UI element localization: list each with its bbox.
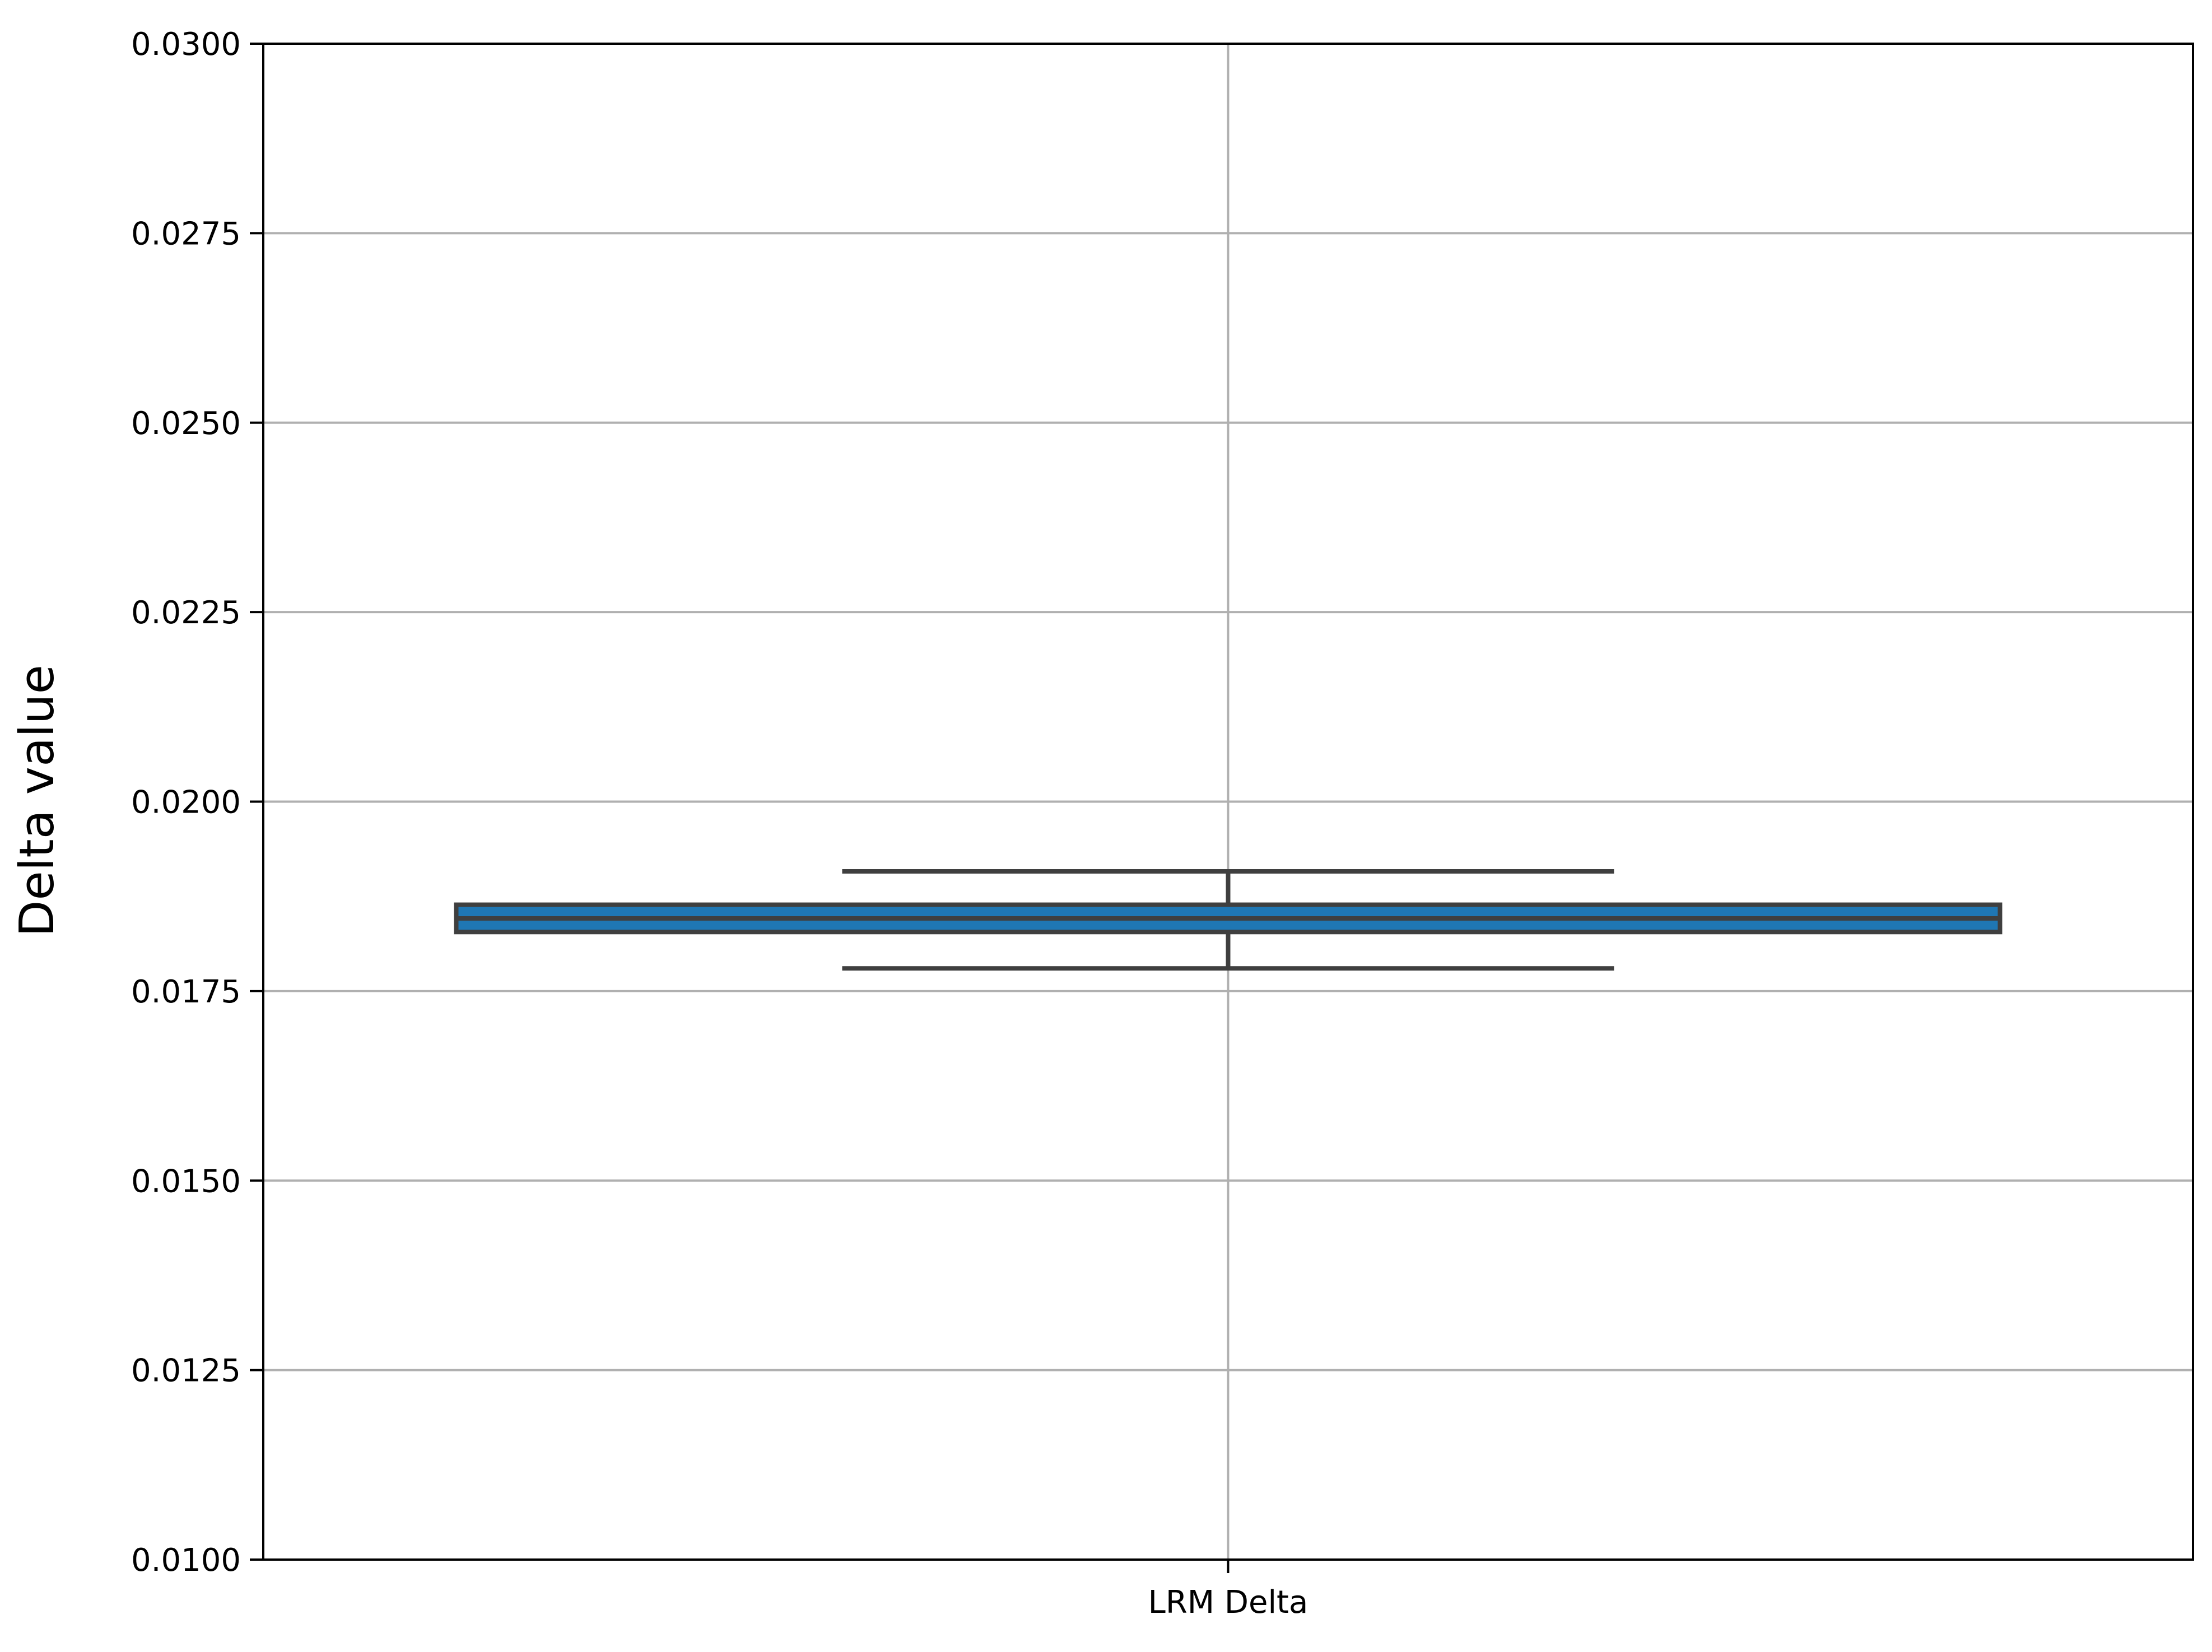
x-axis-ticks: LRM Delta [1148, 1560, 1308, 1621]
y-tick-label: 0.0300 [131, 26, 241, 63]
y-tick-label: 0.0275 [131, 216, 241, 252]
y-tick-label: 0.0175 [131, 974, 241, 1010]
y-tick-label: 0.0200 [131, 785, 241, 821]
y-tick-label: 0.0125 [131, 1353, 241, 1389]
grid-layer [263, 43, 2193, 1561]
y-tick-label: 0.0225 [131, 595, 241, 631]
y-tick-label: 0.0150 [131, 1163, 241, 1200]
y-axis-label: Delta value [10, 665, 65, 937]
y-axis-ticks: 0.0100 0.0125 0.0150 0.0175 0.0200 0.0225 0.02… [131, 26, 263, 1579]
x-tick-label: LRM Delta [1148, 1584, 1308, 1621]
y-tick-label: 0.0250 [131, 405, 241, 442]
box-group [454, 869, 2003, 971]
plot-layer [454, 869, 2003, 971]
y-tick-label: 0.0100 [131, 1542, 241, 1579]
